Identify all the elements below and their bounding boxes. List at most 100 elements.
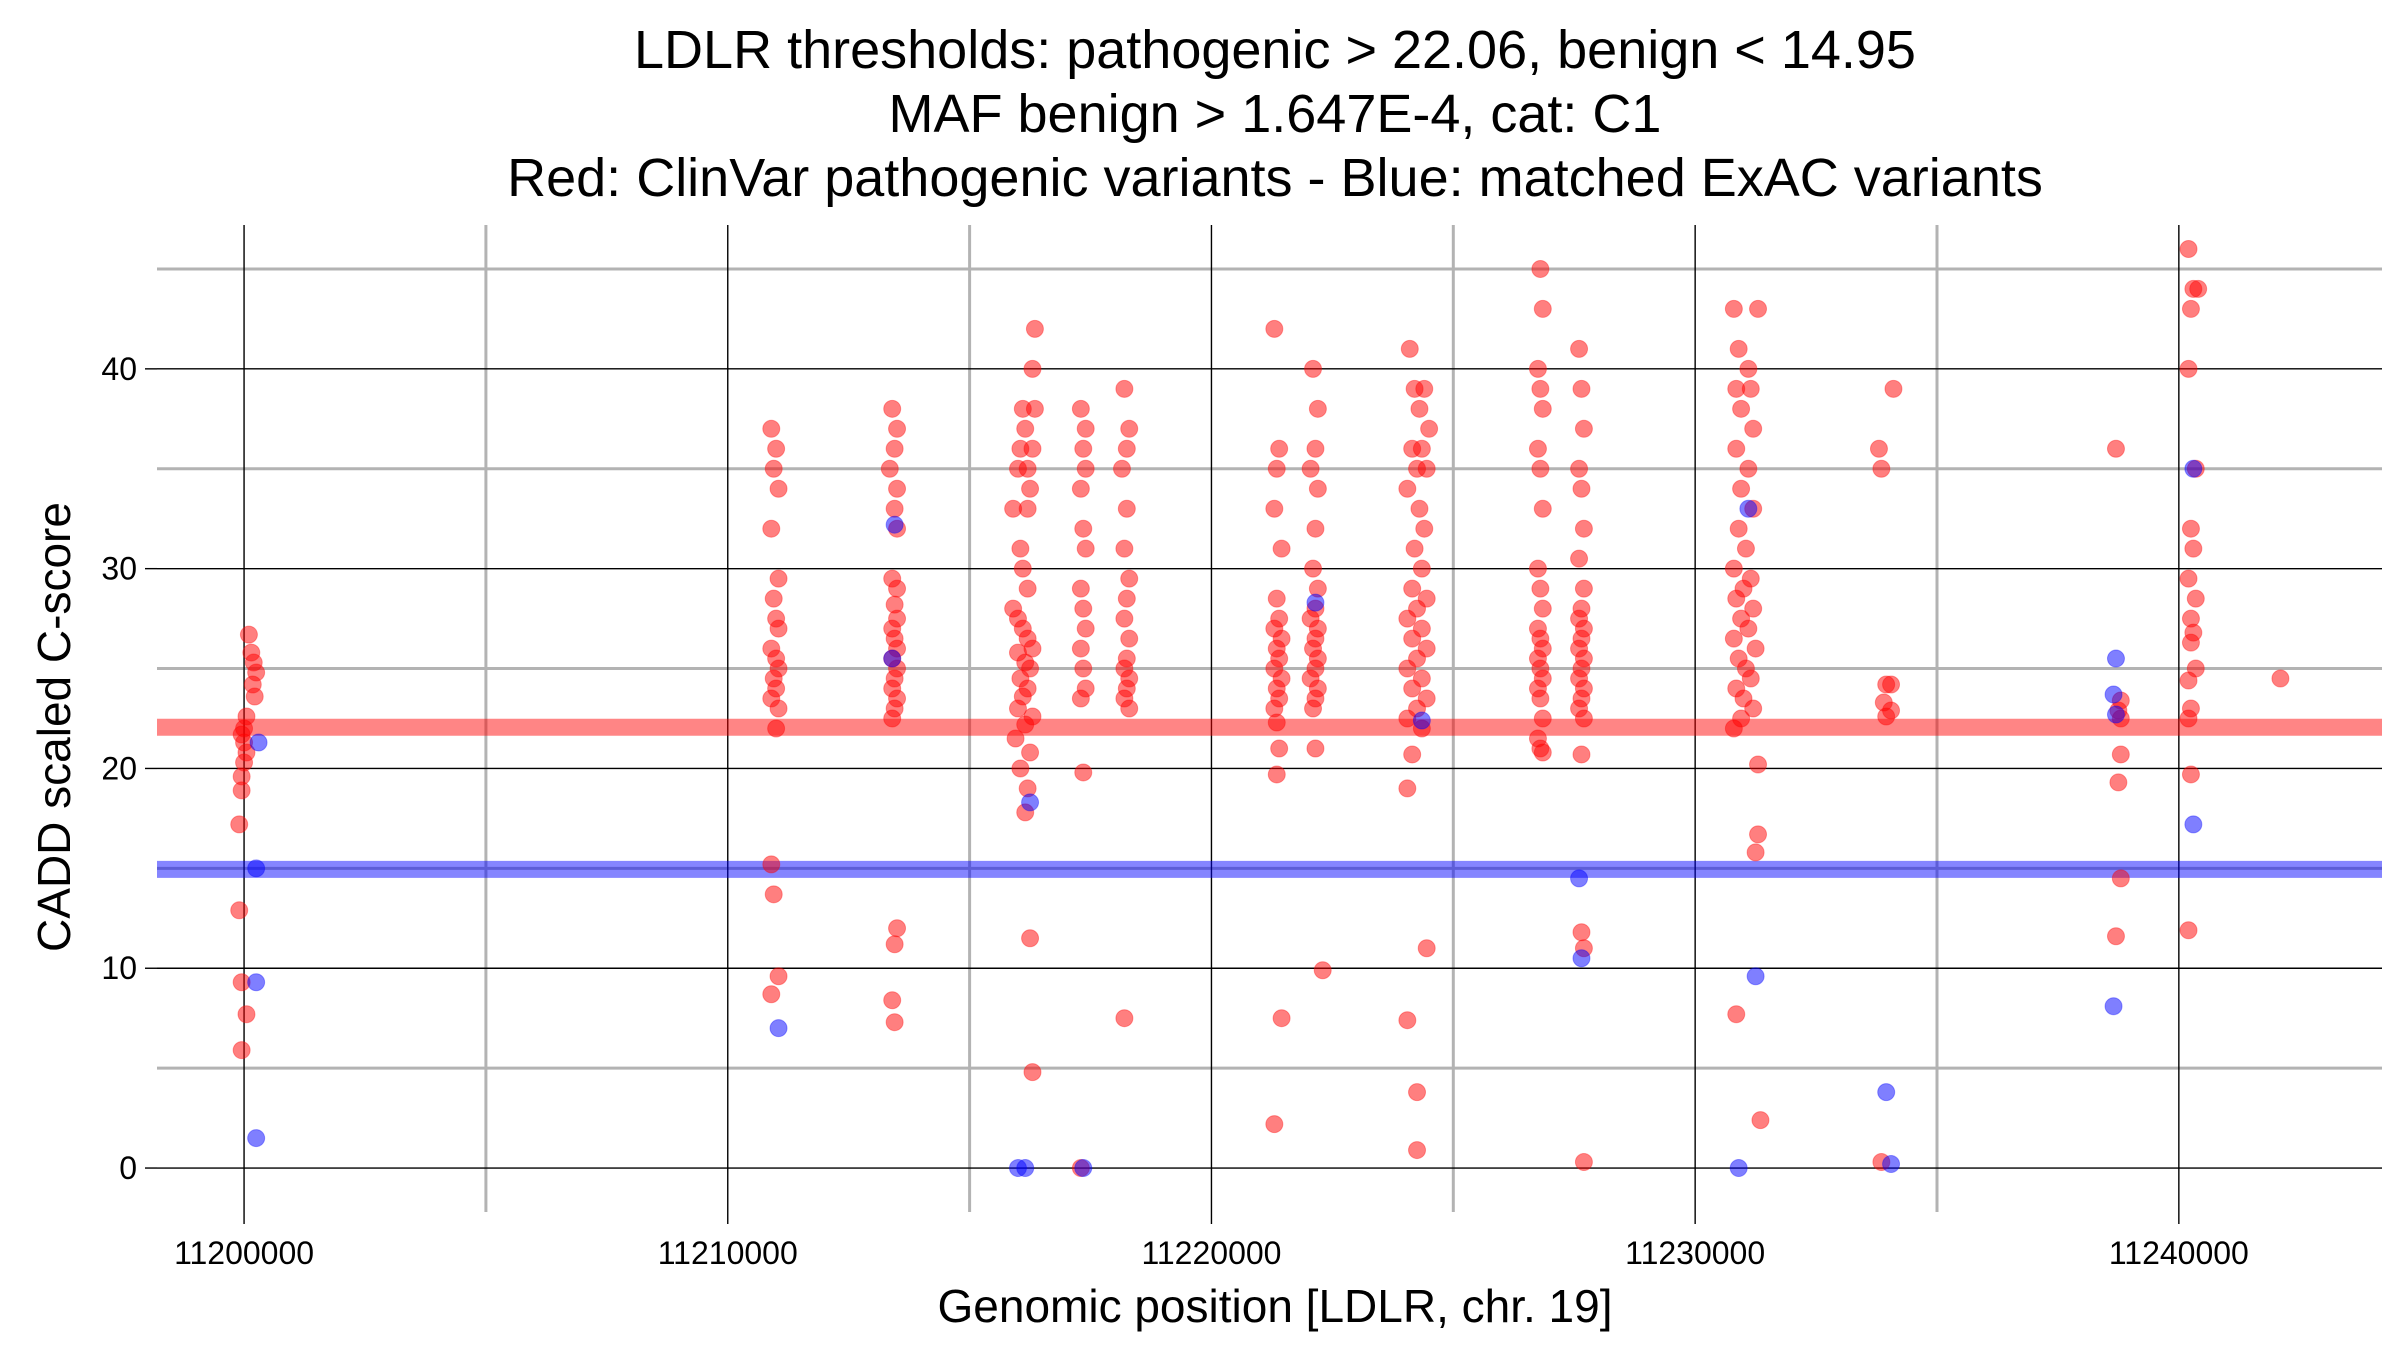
clinvar-pathogenic-point — [1398, 479, 1417, 498]
clinvar-pathogenic-point — [1265, 499, 1284, 518]
clinvar-pathogenic-point — [769, 479, 788, 498]
clinvar-pathogenic-point — [767, 439, 786, 458]
clinvar-pathogenic-point — [1412, 439, 1431, 458]
clinvar-pathogenic-point — [769, 699, 788, 718]
clinvar-pathogenic-point — [1574, 419, 1593, 438]
clinvar-pathogenic-point — [1528, 359, 1547, 378]
clinvar-pathogenic-point — [1869, 439, 1888, 458]
clinvar-pathogenic-point — [883, 399, 902, 418]
clinvar-pathogenic-point — [230, 815, 249, 834]
exac-variant-point — [2106, 705, 2125, 724]
clinvar-pathogenic-point — [2179, 671, 2198, 690]
clinvar-pathogenic-point — [1417, 939, 1436, 958]
clinvar-pathogenic-point — [1270, 739, 1289, 758]
clinvar-pathogenic-point — [1574, 519, 1593, 538]
clinvar-pathogenic-point — [888, 479, 907, 498]
clinvar-pathogenic-point — [1533, 743, 1552, 762]
clinvar-pathogenic-point — [769, 967, 788, 986]
chart-title-line-1: LDLR thresholds: pathogenic > 22.06, ben… — [634, 20, 1916, 80]
exac-variant-point — [247, 1129, 266, 1148]
clinvar-pathogenic-point — [1272, 539, 1291, 558]
clinvar-pathogenic-point — [2106, 927, 2125, 946]
exac-variant-point — [1729, 1159, 1748, 1178]
clinvar-pathogenic-point — [1574, 709, 1593, 728]
clinvar-pathogenic-point — [1074, 599, 1093, 618]
clinvar-pathogenic-point — [762, 855, 781, 874]
clinvar-pathogenic-point — [1744, 419, 1763, 438]
clinvar-pathogenic-point — [1570, 339, 1589, 358]
clinvar-pathogenic-point — [1115, 379, 1134, 398]
clinvar-pathogenic-point — [2179, 921, 2198, 940]
clinvar-pathogenic-point — [1749, 755, 1768, 774]
clinvar-pathogenic-point — [1729, 339, 1748, 358]
clinvar-pathogenic-point — [1746, 843, 1765, 862]
clinvar-pathogenic-point — [1531, 689, 1550, 708]
clinvar-pathogenic-point — [1011, 539, 1030, 558]
exac-variant-point — [883, 649, 902, 668]
clinvar-pathogenic-point — [1074, 519, 1093, 538]
exac-variant-point — [1016, 1159, 1035, 1178]
clinvar-pathogenic-point — [764, 885, 783, 904]
clinvar-pathogenic-point — [1023, 1063, 1042, 1082]
clinvar-pathogenic-point — [1074, 763, 1093, 782]
clinvar-pathogenic-point — [1018, 579, 1037, 598]
clinvar-pathogenic-point — [2184, 539, 2203, 558]
clinvar-pathogenic-point — [2179, 239, 2198, 258]
clinvar-pathogenic-point — [1872, 459, 1891, 478]
clinvar-pathogenic-point — [1270, 439, 1289, 458]
clinvar-pathogenic-point — [1574, 1153, 1593, 1172]
clinvar-pathogenic-point — [1071, 639, 1090, 658]
clinvar-pathogenic-point — [1021, 929, 1040, 948]
clinvar-pathogenic-point — [1304, 559, 1323, 578]
clinvar-pathogenic-point — [1398, 609, 1417, 628]
clinvar-pathogenic-point — [1403, 629, 1422, 648]
clinvar-pathogenic-point — [1120, 699, 1139, 718]
clinvar-pathogenic-point — [1884, 379, 1903, 398]
clinvar-pathogenic-point — [2189, 279, 2208, 298]
clinvar-pathogenic-point — [1415, 519, 1434, 538]
clinvar-pathogenic-point — [885, 935, 904, 954]
clinvar-pathogenic-point — [2106, 439, 2125, 458]
clinvar-pathogenic-point — [1420, 419, 1439, 438]
clinvar-pathogenic-point — [1531, 259, 1550, 278]
exac-variant-point — [247, 973, 266, 992]
clinvar-pathogenic-point — [1117, 499, 1136, 518]
x-tick-label: 11210000 — [658, 1235, 798, 1271]
clinvar-pathogenic-point — [2179, 569, 2198, 588]
clinvar-pathogenic-point — [1741, 669, 1760, 688]
clinvar-pathogenic-point — [1572, 745, 1591, 764]
clinvar-pathogenic-point — [1008, 699, 1027, 718]
clinvar-pathogenic-point — [2186, 589, 2205, 608]
clinvar-pathogenic-point — [1071, 399, 1090, 418]
clinvar-pathogenic-point — [1408, 1141, 1427, 1160]
chart-title-line-2: MAF benign > 1.647E-4, cat: C1 — [889, 84, 1662, 144]
clinvar-pathogenic-point — [1076, 459, 1095, 478]
clinvar-pathogenic-point — [1574, 579, 1593, 598]
clinvar-pathogenic-point — [1528, 559, 1547, 578]
clinvar-pathogenic-point — [888, 579, 907, 598]
clinvar-pathogenic-point — [1408, 1083, 1427, 1102]
clinvar-pathogenic-point — [1115, 609, 1134, 628]
clinvar-pathogenic-point — [888, 919, 907, 938]
clinvar-pathogenic-point — [1410, 499, 1429, 518]
clinvar-pathogenic-point — [2179, 709, 2198, 728]
clinvar-pathogenic-point — [237, 1005, 256, 1024]
clinvar-pathogenic-point — [1736, 539, 1755, 558]
exac-variant-point — [1882, 1155, 1901, 1174]
clinvar-pathogenic-point — [239, 625, 258, 644]
clinvar-pathogenic-point — [1272, 1009, 1291, 1028]
clinvar-pathogenic-point — [1724, 719, 1743, 738]
clinvar-pathogenic-point — [1117, 439, 1136, 458]
clinvar-pathogenic-point — [232, 781, 251, 800]
clinvar-pathogenic-point — [1400, 339, 1419, 358]
clinvar-pathogenic-point — [1306, 519, 1325, 538]
clinvar-pathogenic-point — [1531, 459, 1550, 478]
y-tick-label: 40 — [101, 351, 137, 387]
clinvar-pathogenic-point — [888, 419, 907, 438]
clinvar-pathogenic-point — [764, 589, 783, 608]
clinvar-pathogenic-point — [1744, 699, 1763, 718]
x-axis-title: Genomic position [LDLR, chr. 19] — [938, 1280, 1613, 1332]
clinvar-pathogenic-point — [2271, 669, 2290, 688]
clinvar-pathogenic-point — [1877, 707, 1896, 726]
clinvar-pathogenic-point — [1572, 923, 1591, 942]
